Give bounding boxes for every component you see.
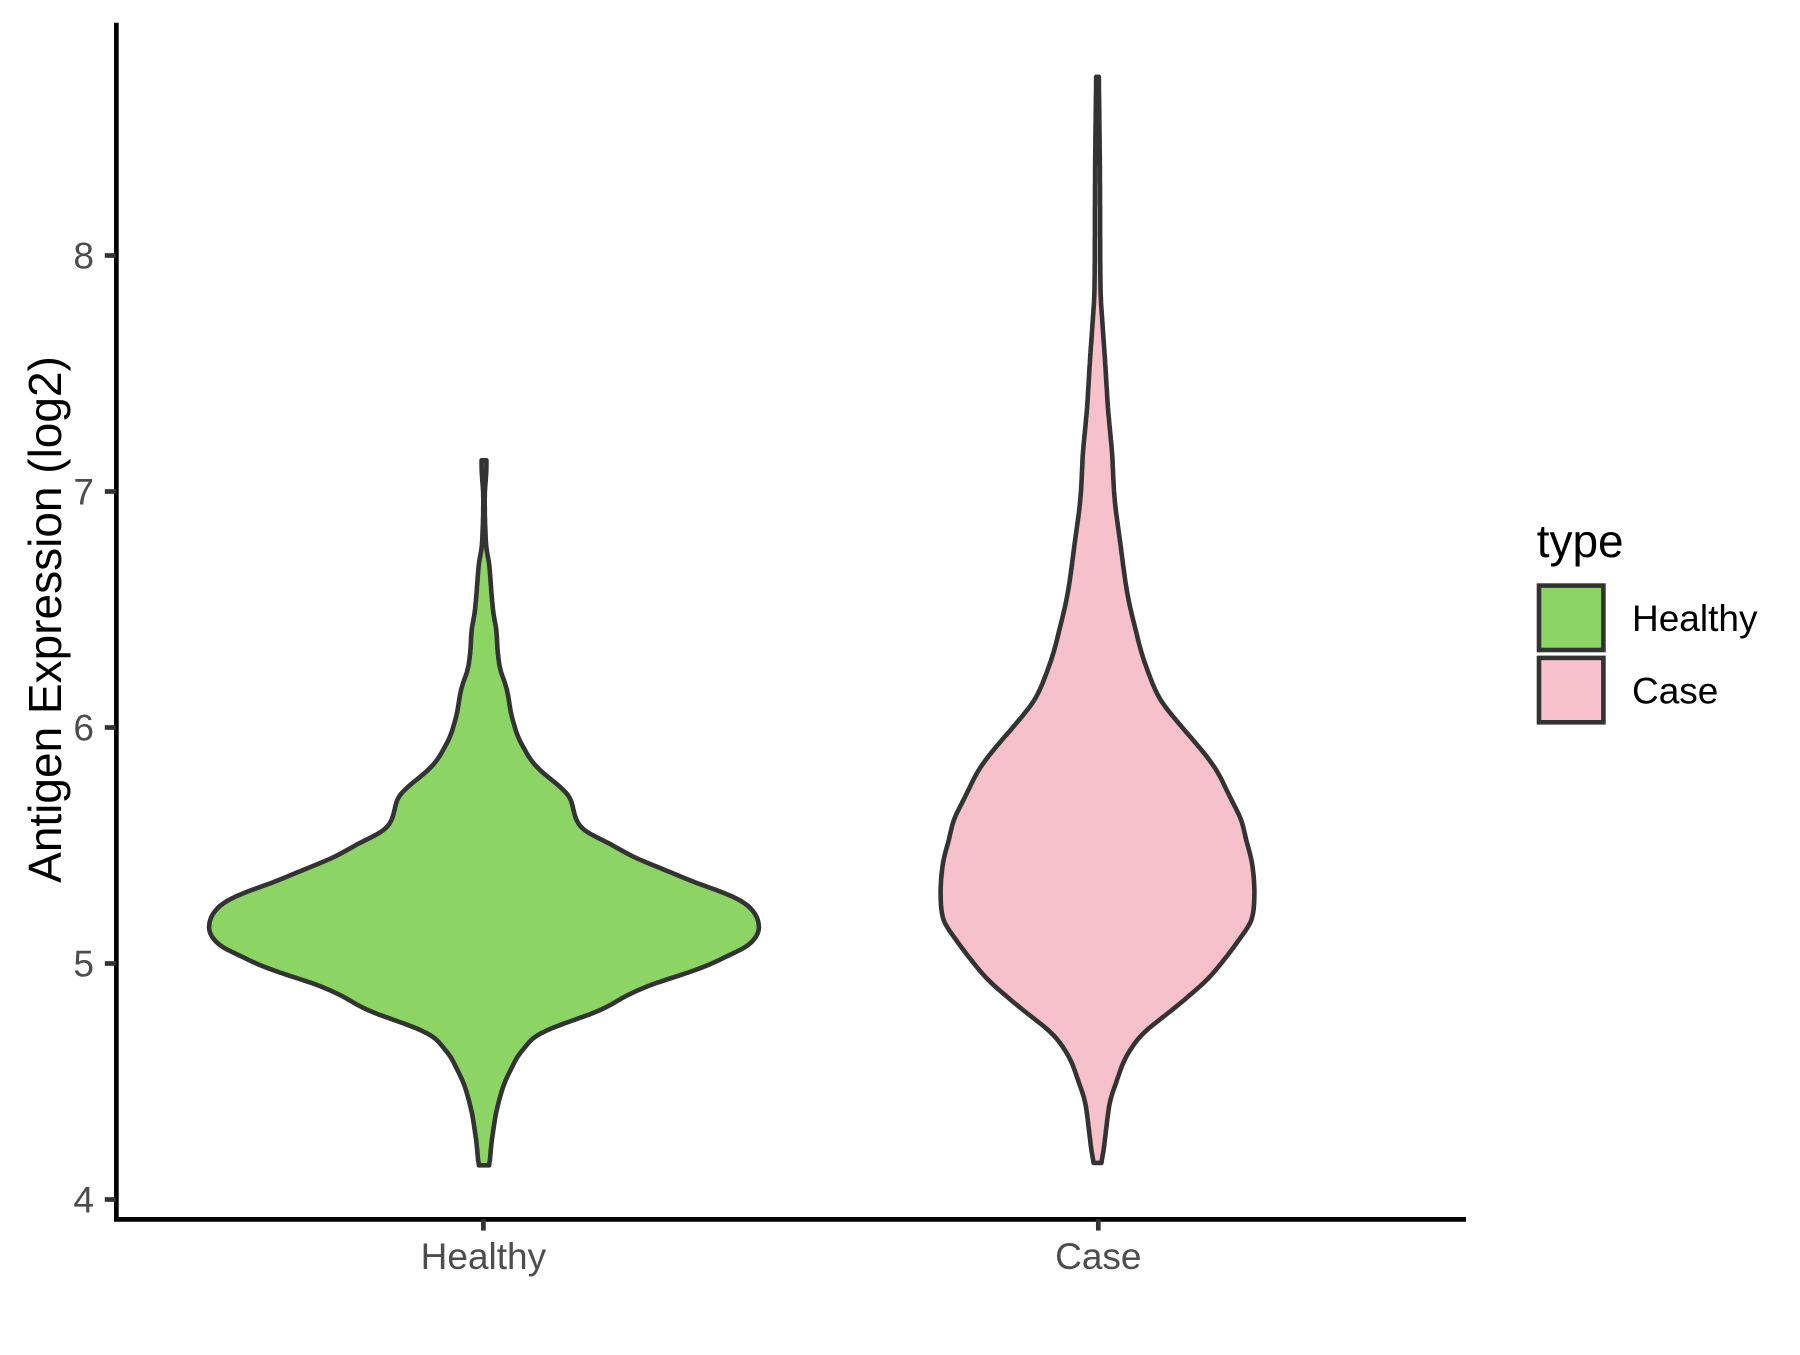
svg-text:4: 4 bbox=[73, 1180, 94, 1221]
svg-text:type: type bbox=[1537, 515, 1624, 567]
svg-text:7: 7 bbox=[73, 472, 94, 513]
svg-text:6: 6 bbox=[73, 708, 94, 749]
svg-text:Healthy: Healthy bbox=[1632, 598, 1758, 639]
svg-text:5: 5 bbox=[73, 944, 94, 985]
svg-text:Healthy: Healthy bbox=[421, 1236, 547, 1277]
svg-text:Antigen Expression (log2): Antigen Expression (log2) bbox=[19, 356, 71, 883]
svg-text:Case: Case bbox=[1055, 1236, 1141, 1277]
svg-text:8: 8 bbox=[73, 236, 94, 277]
svg-text:Case: Case bbox=[1632, 671, 1718, 712]
